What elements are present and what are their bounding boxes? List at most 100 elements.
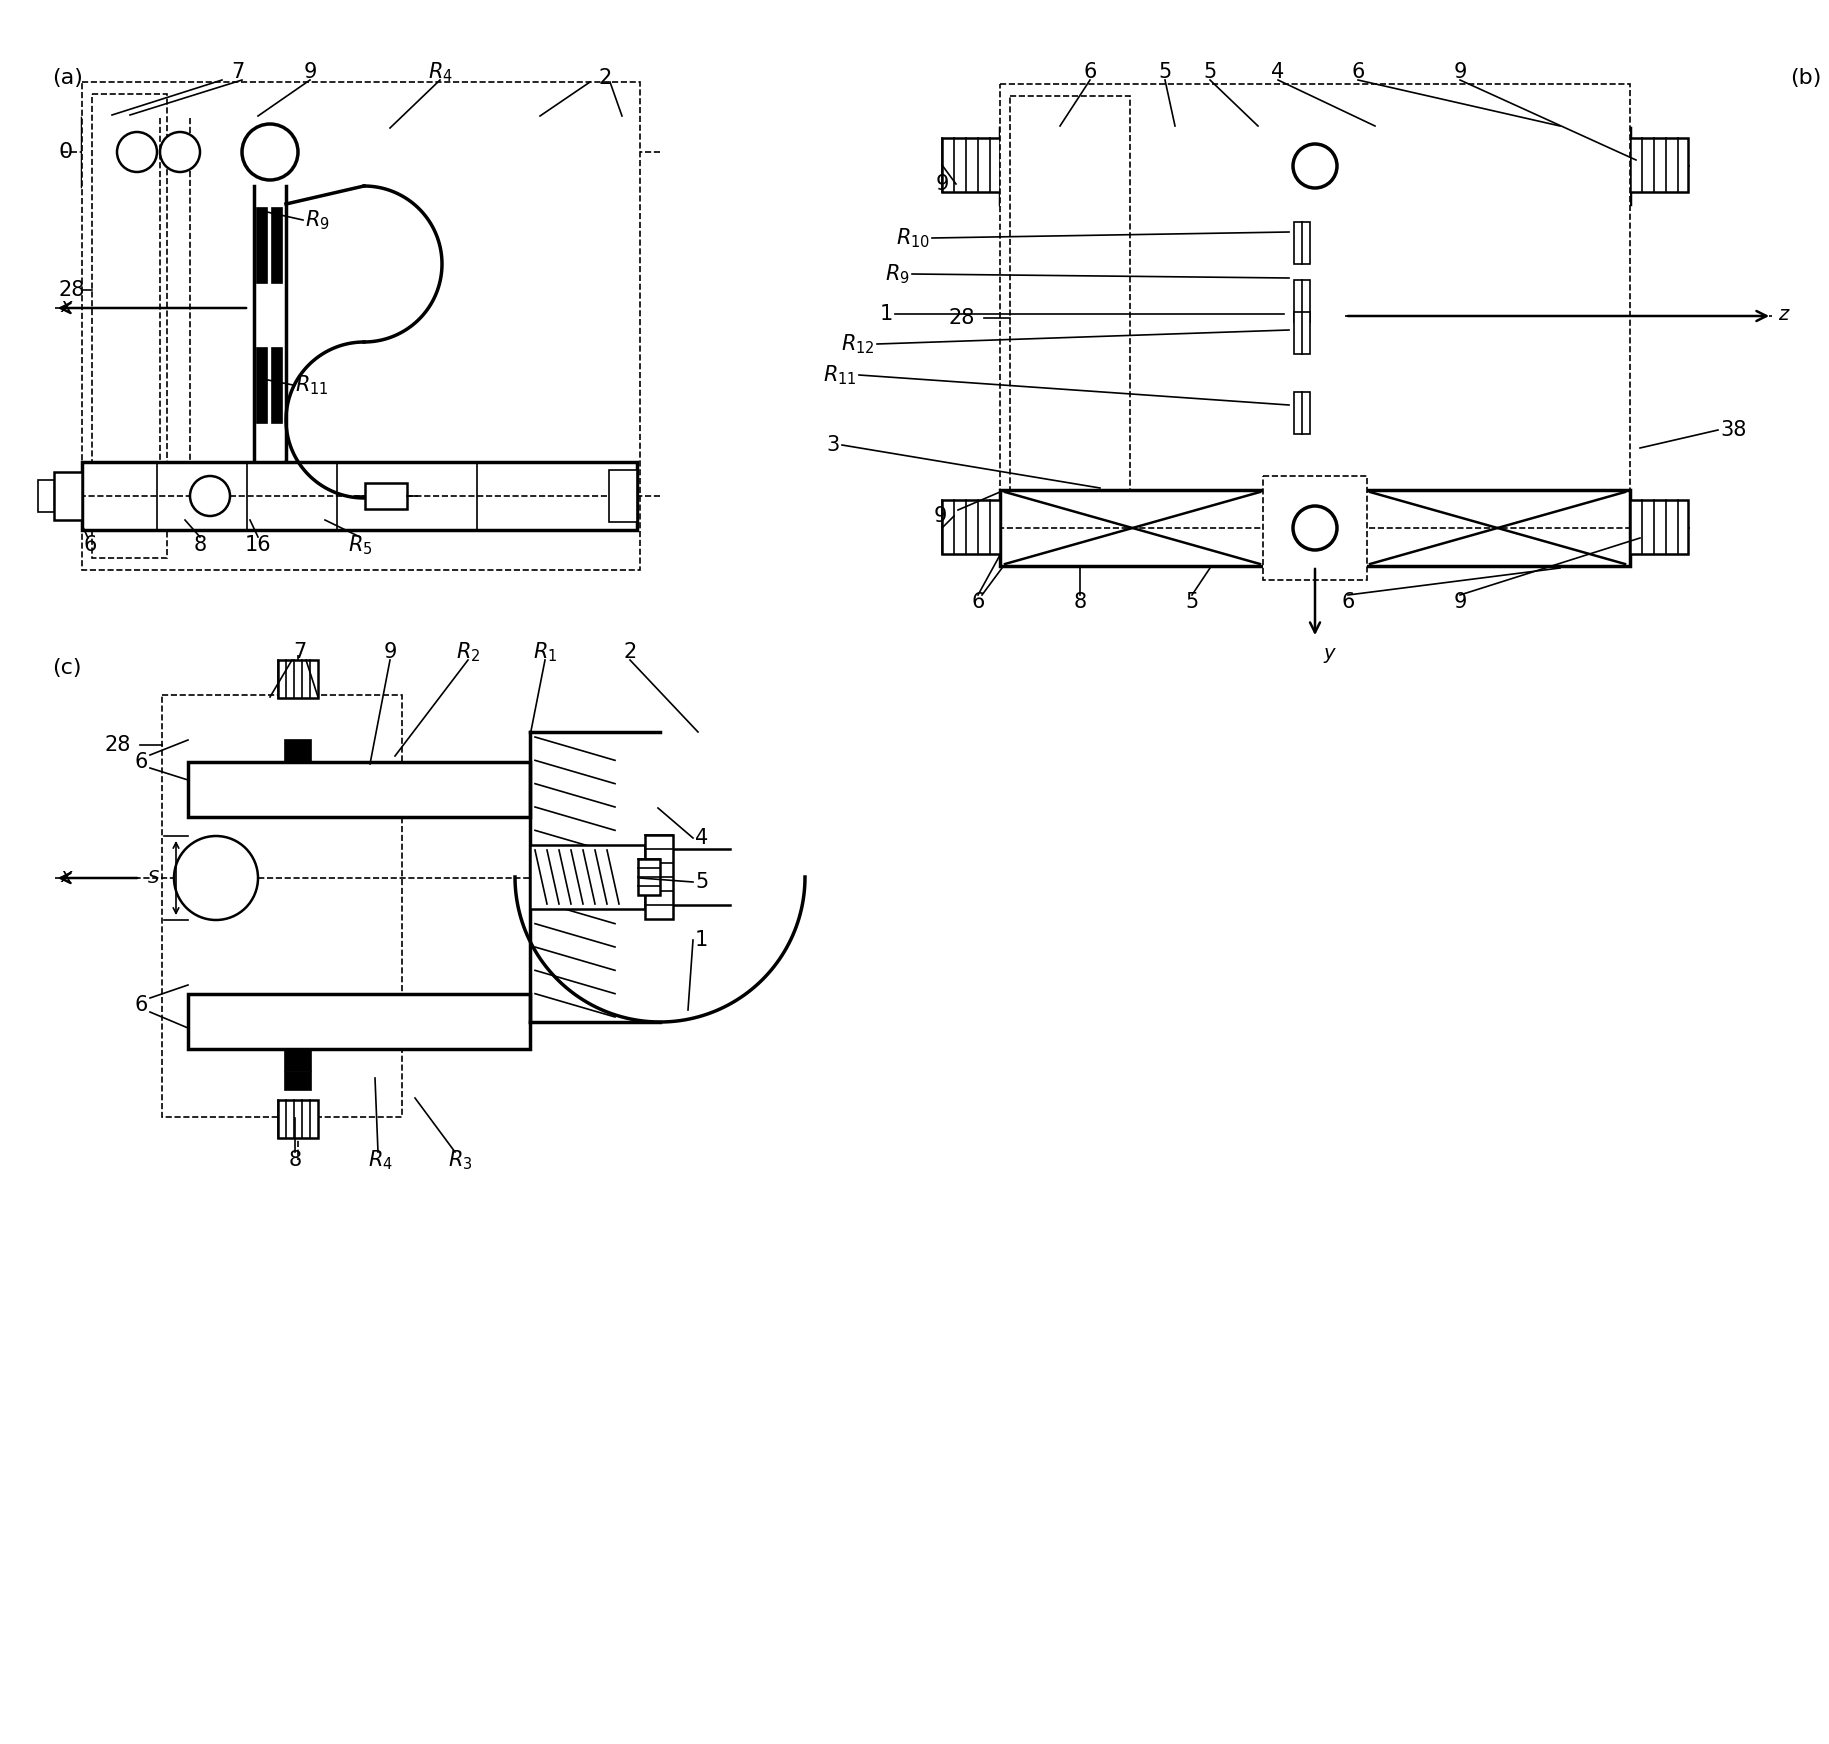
Bar: [1264, 113, 1366, 218]
Bar: [188, 762, 530, 816]
Text: x: x: [60, 867, 71, 886]
Bar: [942, 501, 1000, 555]
Text: 4: 4: [1271, 63, 1284, 82]
Text: 6: 6: [1083, 63, 1097, 82]
Bar: [366, 483, 408, 509]
Bar: [1010, 96, 1130, 555]
Circle shape: [1293, 506, 1337, 549]
Text: 9: 9: [304, 63, 316, 82]
Bar: [638, 860, 660, 895]
Bar: [188, 994, 530, 1048]
Text: 6: 6: [84, 535, 97, 555]
Bar: [1293, 312, 1310, 354]
Text: 6: 6: [1352, 63, 1364, 82]
Bar: [609, 126, 636, 178]
Bar: [285, 1048, 311, 1071]
Bar: [273, 349, 282, 424]
Text: 1: 1: [695, 930, 708, 950]
Circle shape: [159, 133, 199, 173]
Bar: [1293, 221, 1310, 263]
Bar: [1000, 127, 1630, 204]
Text: 38: 38: [1719, 420, 1747, 439]
Bar: [1293, 392, 1310, 434]
Text: 6: 6: [135, 996, 148, 1015]
Bar: [82, 82, 640, 570]
Text: 0: 0: [59, 141, 73, 162]
Bar: [285, 739, 311, 762]
Text: y: y: [1322, 644, 1335, 663]
Text: (b): (b): [1791, 68, 1822, 87]
Text: 2: 2: [598, 68, 611, 87]
Bar: [91, 94, 166, 558]
Text: 28: 28: [949, 309, 975, 328]
Text: 6: 6: [971, 591, 984, 612]
Text: $R_4$: $R_4$: [368, 1148, 393, 1172]
Bar: [1293, 281, 1310, 323]
Text: (c): (c): [51, 657, 82, 678]
Text: S: S: [148, 869, 159, 888]
Text: $R_3$: $R_3$: [448, 1148, 472, 1172]
Circle shape: [174, 835, 258, 921]
Text: 8: 8: [1074, 591, 1086, 612]
Circle shape: [241, 124, 298, 180]
Circle shape: [1293, 145, 1337, 188]
Bar: [278, 1100, 318, 1139]
Bar: [942, 138, 1000, 192]
Text: 8: 8: [289, 1149, 302, 1170]
Text: 4: 4: [695, 828, 708, 848]
Text: 3: 3: [827, 434, 840, 455]
Text: 8: 8: [194, 535, 207, 555]
Bar: [188, 1050, 393, 1113]
Text: $R_9$: $R_9$: [885, 262, 911, 286]
Bar: [210, 991, 371, 1050]
Bar: [437, 140, 479, 166]
Text: 5: 5: [1158, 63, 1172, 82]
Text: 7: 7: [232, 63, 245, 82]
Text: 9: 9: [1454, 591, 1467, 612]
Text: (a): (a): [51, 68, 82, 87]
Bar: [82, 119, 636, 187]
Bar: [1000, 84, 1630, 556]
Text: $R_9$: $R_9$: [305, 208, 329, 232]
Text: 6: 6: [1341, 591, 1355, 612]
Text: 28: 28: [59, 281, 86, 300]
Text: $R_5$: $R_5$: [348, 534, 373, 556]
Bar: [278, 659, 318, 698]
Bar: [38, 480, 55, 513]
Circle shape: [117, 133, 157, 173]
Text: 6: 6: [135, 752, 148, 773]
Bar: [210, 760, 371, 820]
Bar: [609, 469, 636, 521]
Text: 2: 2: [624, 642, 636, 663]
Text: 5: 5: [1203, 63, 1216, 82]
Text: 5: 5: [695, 872, 708, 891]
Bar: [646, 835, 673, 919]
Bar: [258, 208, 267, 283]
Circle shape: [190, 476, 230, 516]
Text: $R_1$: $R_1$: [532, 640, 558, 664]
Text: 7: 7: [293, 642, 307, 663]
Text: 28: 28: [104, 734, 132, 755]
Text: 5: 5: [1185, 591, 1198, 612]
Text: z: z: [1778, 305, 1789, 323]
Bar: [530, 846, 646, 909]
Bar: [285, 1073, 311, 1090]
Bar: [1264, 476, 1366, 581]
Text: 9: 9: [1454, 63, 1467, 82]
Text: $R_4$: $R_4$: [428, 61, 452, 84]
Bar: [1630, 138, 1688, 192]
Text: 9: 9: [384, 642, 397, 663]
Text: x: x: [60, 296, 71, 316]
Bar: [188, 698, 393, 760]
Bar: [371, 760, 393, 1050]
Text: 16: 16: [245, 535, 271, 555]
Text: $R_{10}$: $R_{10}$: [896, 227, 929, 249]
Text: $R_{12}$: $R_{12}$: [841, 331, 874, 356]
Text: $R_2$: $R_2$: [455, 640, 481, 664]
Bar: [163, 696, 402, 1116]
Text: 1: 1: [880, 303, 893, 324]
Text: 9: 9: [935, 174, 949, 194]
Text: $R_{11}$: $R_{11}$: [294, 373, 329, 398]
Text: $R_{11}$: $R_{11}$: [823, 363, 858, 387]
Bar: [258, 349, 267, 424]
